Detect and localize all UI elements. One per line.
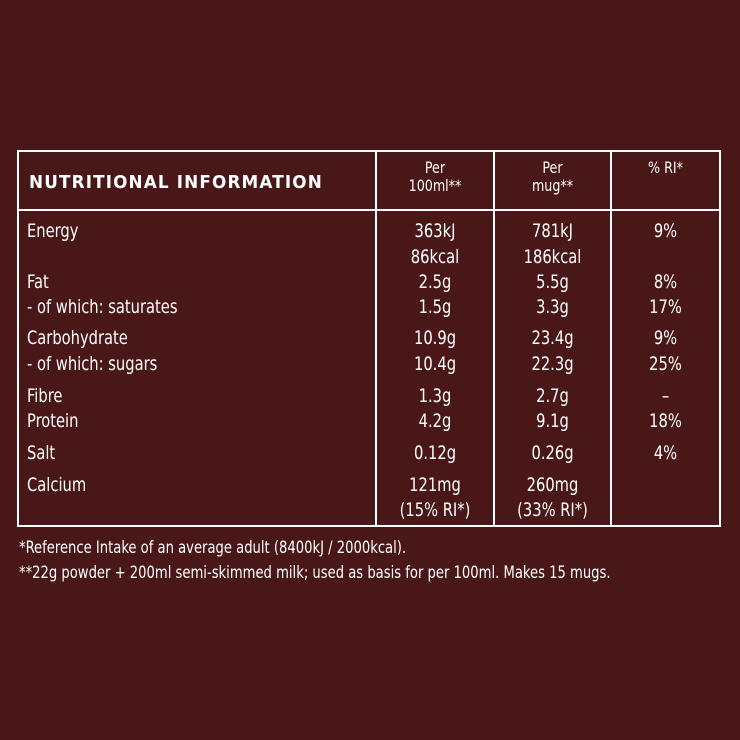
row-label-saturates: - of which: saturates	[27, 296, 178, 318]
row-label-salt: Salt	[27, 442, 56, 464]
cell-ri: 25%	[649, 353, 682, 375]
column-header-line: 100ml**	[408, 176, 462, 195]
cell-per-mug: 22.3g	[531, 353, 574, 375]
row-label-fat: Fat	[27, 271, 49, 293]
header-divider	[19, 209, 719, 211]
cell-per-100ml: 10.9g	[413, 327, 457, 349]
cell-ri: 8%	[653, 271, 678, 293]
cell-per-mug: 5.5g	[536, 271, 569, 293]
cell-ri: 17%	[649, 296, 682, 318]
cell-per-100ml: (15% RI*)	[399, 499, 471, 521]
cell-per-mug: 0.26g	[531, 442, 574, 464]
cell-ri: –	[661, 385, 670, 407]
cell-per-mug: (33% RI*)	[517, 499, 588, 521]
cell-per-100ml: 4.2g	[418, 410, 452, 432]
row-label-energy: Energy	[27, 220, 79, 242]
cell-per-100ml: 0.12g	[413, 442, 457, 464]
cell-per-100ml: 86kcal	[410, 246, 460, 268]
column-header-per-mug: Per mug**	[502, 159, 603, 195]
column-header-ri: % RI*	[618, 159, 712, 177]
cell-per-100ml: 1.5g	[418, 296, 452, 318]
cell-per-mug: 3.3g	[536, 296, 569, 318]
table-title: NUTRITIONAL INFORMATION	[29, 173, 323, 193]
column-header-line: % RI*	[648, 158, 683, 177]
row-label-carbohydrate: Carbohydrate	[27, 327, 128, 349]
column-header-line: mug**	[531, 176, 574, 195]
cell-per-100ml: 1.3g	[418, 385, 452, 407]
column-header-line: Per	[542, 158, 563, 177]
row-label-fibre: Fibre	[27, 385, 63, 407]
cell-ri: 4%	[653, 442, 678, 464]
cell-ri: 9%	[653, 327, 678, 349]
cell-per-100ml: 121mg	[409, 474, 461, 496]
footnote-reference-intake: *Reference Intake of an average adult (8…	[19, 538, 407, 558]
column-header-per-100ml: Per 100ml**	[384, 159, 486, 195]
cell-per-100ml: 363kJ	[414, 220, 456, 242]
cell-per-mug: 2.7g	[536, 385, 569, 407]
nutrition-table: NUTRITIONAL INFORMATION Per 100ml** Per …	[17, 150, 721, 527]
cell-per-mug: 23.4g	[531, 327, 574, 349]
row-label-calcium: Calcium	[27, 474, 87, 496]
column-divider	[493, 152, 495, 525]
cell-per-100ml: 10.4g	[413, 353, 457, 375]
cell-per-mug: 781kJ	[532, 220, 573, 242]
footnote-serving-basis: **22g powder + 200ml semi-skimmed milk; …	[19, 563, 611, 583]
cell-ri: 18%	[649, 410, 682, 432]
column-divider	[375, 152, 377, 525]
column-header-line: Per	[424, 158, 446, 177]
cell-per-mug: 9.1g	[536, 410, 569, 432]
cell-ri: 9%	[653, 220, 678, 242]
cell-per-100ml: 2.5g	[418, 271, 452, 293]
row-label-sugars: - of which: sugars	[27, 353, 158, 375]
cell-per-mug: 186kcal	[523, 246, 582, 268]
row-label-protein: Protein	[27, 410, 79, 432]
cell-per-mug: 260mg	[526, 474, 579, 496]
column-divider	[610, 152, 612, 525]
